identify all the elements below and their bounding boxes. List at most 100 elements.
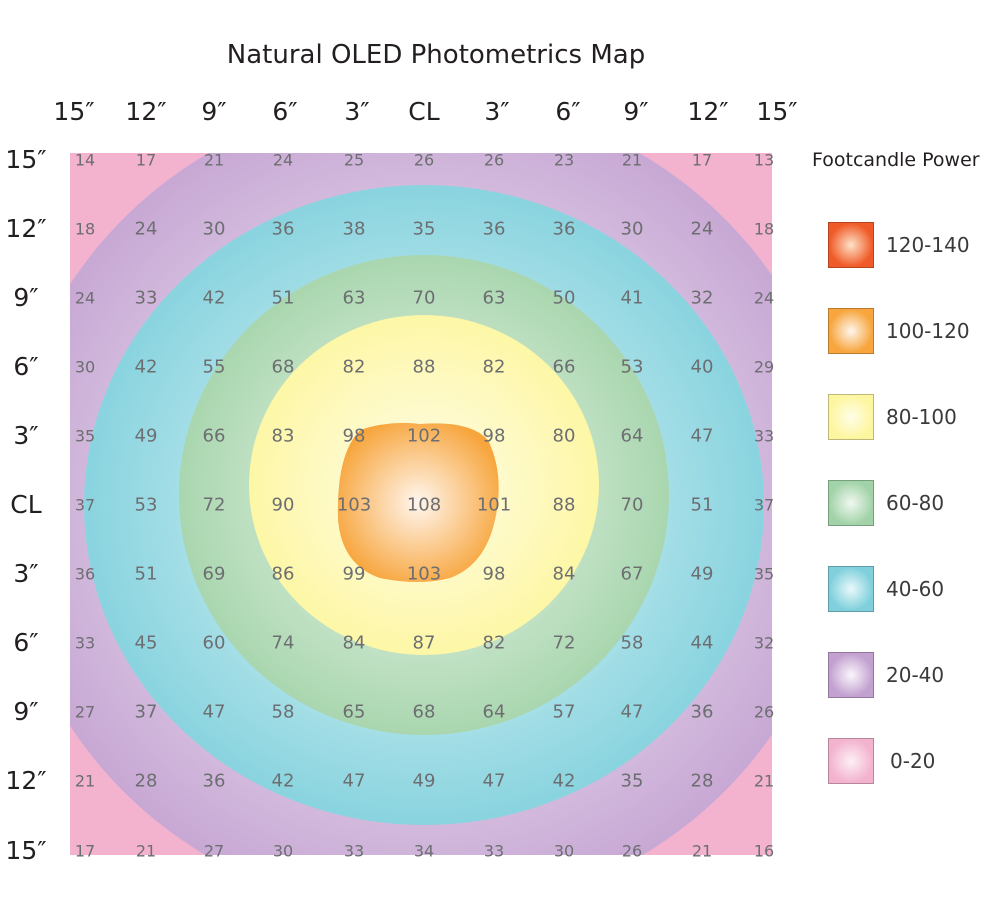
band-100-120 <box>337 422 499 582</box>
cell-value: 18 <box>754 220 774 239</box>
cell-value: 16 <box>754 842 774 861</box>
x-tick-label: CL <box>408 97 440 126</box>
cell-value: 82 <box>483 633 506 654</box>
cell-value: 66 <box>553 357 576 378</box>
cell-value: 108 <box>407 495 441 516</box>
x-tick-label: 3″ <box>344 97 370 126</box>
cell-value: 69 <box>203 564 226 585</box>
cell-value: 21 <box>622 151 642 170</box>
y-tick-label: 6″ <box>13 628 39 657</box>
cell-value: 82 <box>343 357 366 378</box>
legend-label: 20-40 <box>886 663 945 687</box>
cell-value: 90 <box>272 495 295 516</box>
cell-value: 51 <box>135 564 158 585</box>
cell-value: 64 <box>621 426 644 447</box>
legend-swatch <box>828 394 874 440</box>
cell-value: 60 <box>203 633 226 654</box>
cell-value: 28 <box>135 771 158 792</box>
cell-value: 72 <box>203 495 226 516</box>
cell-value: 35 <box>75 427 95 446</box>
legend-label: 40-60 <box>886 577 945 601</box>
cell-value: 86 <box>272 564 295 585</box>
cell-value: 53 <box>621 357 644 378</box>
cell-value: 37 <box>135 702 158 723</box>
cell-value: 26 <box>754 703 774 722</box>
cell-value: 49 <box>691 564 714 585</box>
cell-value: 65 <box>343 702 366 723</box>
cell-value: 26 <box>622 842 642 861</box>
cell-value: 55 <box>203 357 226 378</box>
cell-value: 70 <box>621 495 644 516</box>
cell-value: 47 <box>621 702 644 723</box>
cell-value: 34 <box>414 842 434 861</box>
cell-value: 24 <box>273 151 293 170</box>
cell-value: 42 <box>135 357 158 378</box>
x-tick-label: 15″ <box>756 97 798 126</box>
cell-value: 68 <box>413 702 436 723</box>
cell-value: 102 <box>407 426 441 447</box>
cell-value: 13 <box>754 151 774 170</box>
cell-value: 25 <box>344 151 364 170</box>
legend-swatch <box>828 308 874 354</box>
cell-value: 103 <box>337 495 371 516</box>
y-tick-label: 12″ <box>5 214 47 243</box>
cell-value: 70 <box>413 288 436 309</box>
y-tick-label: 9″ <box>13 697 39 726</box>
cell-value: 33 <box>344 842 364 861</box>
cell-value: 44 <box>691 633 714 654</box>
cell-value: 24 <box>754 289 774 308</box>
cell-value: 21 <box>136 842 156 861</box>
y-tick-label: 15″ <box>5 145 47 174</box>
cell-value: 47 <box>203 702 226 723</box>
cell-value: 38 <box>343 219 366 240</box>
cell-value: 27 <box>204 842 224 861</box>
legend-label: 60-80 <box>886 491 945 515</box>
cell-value: 101 <box>477 495 511 516</box>
y-tick-label: 6″ <box>13 352 39 381</box>
cell-value: 33 <box>135 288 158 309</box>
cell-value: 17 <box>692 151 712 170</box>
cell-value: 67 <box>621 564 644 585</box>
cell-value: 27 <box>75 703 95 722</box>
cell-value: 21 <box>204 151 224 170</box>
y-tick-label: 9″ <box>13 283 39 312</box>
x-tick-label: 6″ <box>555 97 581 126</box>
cell-value: 36 <box>691 702 714 723</box>
cell-value: 35 <box>754 565 774 584</box>
y-tick-label: 12″ <box>5 766 47 795</box>
cell-value: 24 <box>691 219 714 240</box>
cell-value: 47 <box>483 771 506 792</box>
legend-swatch <box>828 652 874 698</box>
x-tick-label: 9″ <box>201 97 227 126</box>
cell-value: 42 <box>203 288 226 309</box>
cell-value: 82 <box>483 357 506 378</box>
cell-value: 63 <box>343 288 366 309</box>
cell-value: 47 <box>691 426 714 447</box>
cell-value: 49 <box>135 426 158 447</box>
cell-value: 30 <box>203 219 226 240</box>
cell-value: 47 <box>343 771 366 792</box>
cell-value: 88 <box>553 495 576 516</box>
cell-value: 87 <box>413 633 436 654</box>
cell-value: 45 <box>135 633 158 654</box>
cell-value: 98 <box>483 564 506 585</box>
cell-value: 74 <box>272 633 295 654</box>
cell-value: 21 <box>754 772 774 791</box>
cell-value: 17 <box>75 842 95 861</box>
cell-value: 51 <box>691 495 714 516</box>
cell-value: 33 <box>75 634 95 653</box>
cell-value: 36 <box>272 219 295 240</box>
cell-value: 17 <box>136 151 156 170</box>
cell-value: 40 <box>691 357 714 378</box>
cell-value: 42 <box>553 771 576 792</box>
cell-value: 83 <box>272 426 295 447</box>
cell-value: 33 <box>754 427 774 446</box>
cell-value: 36 <box>483 219 506 240</box>
cell-value: 63 <box>483 288 506 309</box>
cell-value: 72 <box>553 633 576 654</box>
legend-swatch <box>828 566 874 612</box>
legend-swatch <box>828 480 874 526</box>
y-tick-label: 3″ <box>13 559 39 588</box>
x-tick-label: 9″ <box>623 97 649 126</box>
